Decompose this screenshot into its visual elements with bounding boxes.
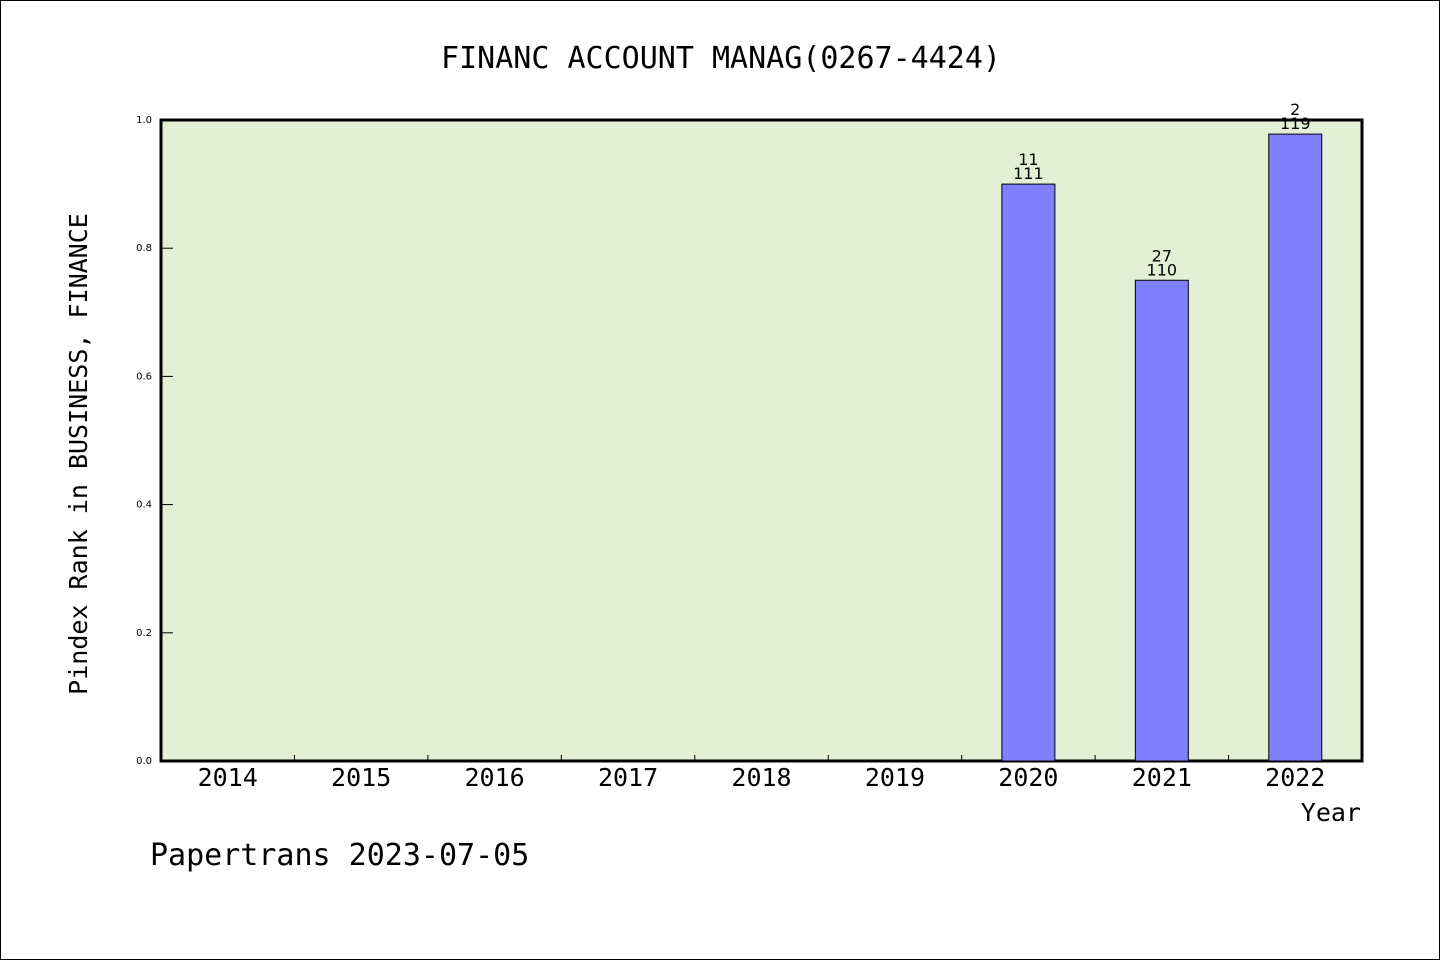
y-tick-label: 0.4 <box>136 500 152 511</box>
chart-title: FINANC ACCOUNT MANAG(0267-4424) <box>441 41 1001 76</box>
y-tick-label: 0.6 <box>136 371 152 382</box>
bar-label-top: 2 <box>1290 100 1300 119</box>
y-tick-label: 1.0 <box>136 115 152 126</box>
x-tick-label: 2015 <box>331 763 391 792</box>
bar-label-top: 11 <box>1018 150 1038 169</box>
y-axis: 0.0 0.2 0.4 0.6 0.8 1.0 <box>136 115 173 767</box>
x-tick-label: 2014 <box>198 763 258 792</box>
bar <box>1001 183 1056 762</box>
bar <box>1134 279 1189 762</box>
x-axis-label: Year <box>1301 798 1361 827</box>
bar-label-bottom: 111 <box>1013 164 1044 183</box>
footer-credit: Papertrans 2023-07-05 <box>150 838 529 873</box>
x-axis: 2014 2015 2016 2017 2018 2019 2020 2021 2022 <box>198 755 1325 792</box>
y-axis-label: Pindex Rank in BUSINESS, FINANCE <box>64 213 93 695</box>
x-tick-label: 2021 <box>1132 763 1192 792</box>
y-tick-label: 0.0 <box>136 756 152 767</box>
x-tick-label: 2019 <box>865 763 925 792</box>
x-tick-label: 2022 <box>1265 763 1325 792</box>
bar <box>1268 133 1323 762</box>
x-tick-label: 2016 <box>465 763 525 792</box>
y-tick-label: 0.2 <box>136 628 152 639</box>
x-tick-label: 2017 <box>598 763 658 792</box>
bar-label-top: 27 <box>1152 246 1172 265</box>
y-tick-label: 0.8 <box>136 243 152 254</box>
bar-label-bottom: 110 <box>1147 260 1178 279</box>
bar-label-bottom: 119 <box>1280 114 1311 133</box>
x-tick-label: 2020 <box>998 763 1058 792</box>
x-tick-label: 2018 <box>731 763 791 792</box>
